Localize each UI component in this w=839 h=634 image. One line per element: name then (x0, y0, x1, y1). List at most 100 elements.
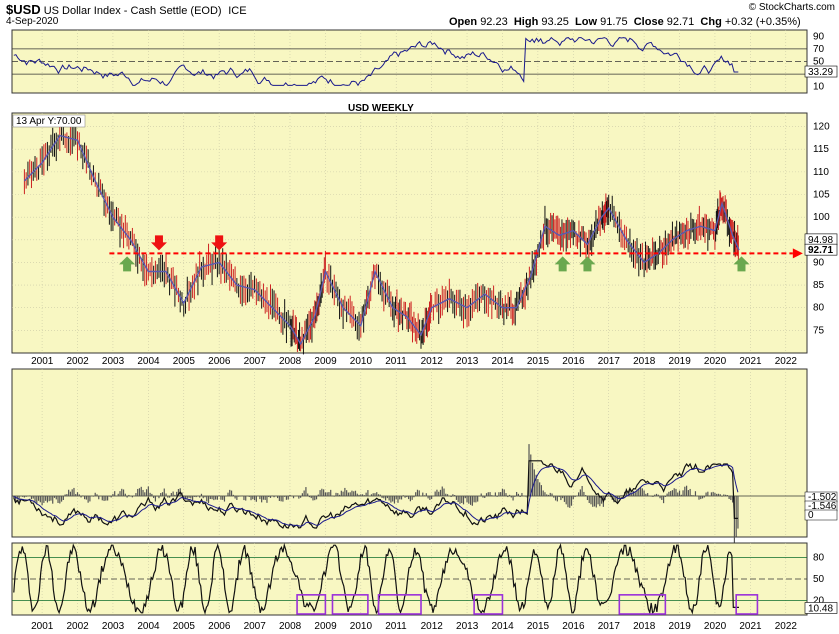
bottom-x-tick-label: 2014 (491, 621, 514, 632)
bottom-x-tick-label: 2022 (775, 621, 798, 632)
stochastic-tick-label: 50 (813, 574, 825, 585)
price-moving-average-line (23, 134, 740, 346)
open-value: 92.23 (480, 16, 508, 28)
price-x-tick-label: 2004 (137, 356, 160, 367)
chg-label: Chg (700, 16, 722, 28)
rsi-line (13, 36, 739, 87)
macd-panel (11, 368, 808, 538)
bottom-x-tick-label: 2007 (244, 621, 267, 632)
high-value: 93.25 (541, 16, 569, 28)
price-x-tick-label: 2007 (244, 356, 267, 367)
price-x-tick-label: 2010 (350, 356, 373, 367)
bottom-x-tick-label: 2003 (102, 621, 125, 632)
macd-signal-line (13, 464, 739, 527)
price-last-box-2 (804, 243, 838, 256)
macd-last-box (804, 509, 838, 521)
bottom-x-tick-label: 2015 (527, 621, 550, 632)
chart-annotation-title: USD WEEKLY (348, 103, 414, 114)
bottom-x-tick-label: 2019 (669, 621, 692, 632)
stochastic-highlight-box (735, 594, 759, 615)
stochastic-tick-label: 80 (813, 552, 825, 563)
price-x-tick-label: 2017 (598, 356, 621, 367)
macd-last-value: -1.546 (808, 501, 837, 512)
price-x-tick-label: 2001 (31, 356, 54, 367)
price-last-value-1: 94.98 (808, 235, 833, 246)
low-value: 91.75 (600, 16, 628, 28)
price-x-tick-label: 2005 (173, 356, 196, 367)
price-tick-label: 110 (813, 167, 829, 178)
rsi-last-value: 33.29 (808, 67, 833, 78)
exchange-label: ICE (228, 5, 247, 17)
price-x-tick-label: 2003 (102, 356, 125, 367)
price-x-tick-label: 2012 (421, 356, 444, 367)
price-tick-label: 120 (813, 122, 830, 133)
bottom-x-tick-label: 2021 (739, 621, 762, 632)
open-label: Open (449, 16, 478, 28)
price-tick-label: 90 (813, 257, 825, 268)
chart-header: $USD US Dollar Index - Cash Settle (EOD) … (0, 0, 839, 28)
price-x-tick-label: 2011 (385, 356, 407, 367)
rsi-last-value-box (804, 65, 838, 78)
price-x-tick-label: 2016 (562, 356, 585, 367)
close-label: Close (633, 16, 664, 28)
bottom-x-tick-label: 2018 (633, 621, 656, 632)
macd-last-value: 0 (808, 510, 814, 521)
macd-last-value: -1.502 (808, 492, 837, 503)
chart-date: 4-Sep-2020 (6, 16, 59, 27)
bottom-x-tick-label: 2011 (385, 621, 407, 632)
bottom-x-tick-label: 2002 (67, 621, 90, 632)
price-last-value-2: 92.71 (808, 245, 833, 256)
ohlc-readout: Open 92.23 High 93.25 Low 91.75 Close 92… (449, 16, 801, 28)
symbol-title: $USD US Dollar Index - Cash Settle (EOD) … (6, 2, 247, 17)
macd-line (13, 460, 738, 529)
bottom-x-tick-label: 2004 (137, 621, 160, 632)
stochastic-last-box (804, 602, 838, 614)
bottom-x-tick-label: 2012 (421, 621, 444, 632)
stochastic-highlight-box (377, 594, 422, 615)
bottom-x-tick-label: 2008 (279, 621, 302, 632)
symbol-ticker: $USD (6, 2, 41, 17)
bottom-x-tick-label: 2016 (562, 621, 585, 632)
stochastic-highlight-box (331, 594, 369, 615)
bottom-x-tick-label: 2009 (314, 621, 337, 632)
price-x-tick-label: 2015 (527, 356, 550, 367)
close-value: 92.71 (666, 16, 695, 28)
price-x-tick-label: 2006 (208, 356, 231, 367)
rsi-tick-label: 50 (813, 57, 825, 68)
price-tick-label: 80 (813, 303, 825, 314)
up-arrow-icon (554, 256, 571, 272)
price-tick-label: 85 (813, 280, 825, 291)
price-tick-label: 75 (813, 325, 825, 336)
price-x-tick-label: 2018 (633, 356, 656, 367)
price-x-tick-label: 2021 (739, 356, 762, 367)
price-x-tick-label: 2014 (491, 356, 514, 367)
low-label: Low (575, 16, 598, 28)
stochastic-k-line (13, 542, 739, 616)
bottom-x-tick-label: 2006 (208, 621, 231, 632)
tooltip-text: 13 Apr Y:70.00 (16, 116, 82, 127)
up-arrow-icon (579, 256, 596, 272)
up-arrow-icon (733, 256, 750, 272)
stochastic-last-value: 10.48 (808, 603, 833, 614)
support-line-arrowhead (792, 248, 803, 259)
rsi-tick-label: 70 (813, 44, 825, 55)
price-x-tick-label: 2020 (704, 356, 727, 367)
price-tick-label: 115 (813, 144, 829, 155)
bottom-x-tick-label: 2017 (598, 621, 621, 632)
price-x-tick-label: 2002 (67, 356, 90, 367)
bottom-x-tick-label: 2010 (350, 621, 373, 632)
stochastic-highlight-box (618, 594, 667, 615)
bottom-x-tick-label: 2005 (173, 621, 196, 632)
tooltip-box (12, 114, 86, 128)
price-tick-label: 105 (813, 190, 830, 201)
rsi-tick-label: 10 (813, 82, 825, 93)
price-x-tick-label: 2022 (775, 356, 798, 367)
down-arrow-icon (150, 235, 167, 251)
symbol-description: US Dollar Index - Cash Settle (EOD) (43, 5, 222, 17)
stochastic-highlight-box (296, 594, 327, 615)
bottom-x-tick-label: 2013 (456, 621, 479, 632)
down-arrow-icon (211, 235, 228, 251)
price-x-tick-label: 2013 (456, 356, 479, 367)
rsi-tick-label: 90 (813, 31, 825, 42)
price-x-tick-label: 2019 (669, 356, 692, 367)
